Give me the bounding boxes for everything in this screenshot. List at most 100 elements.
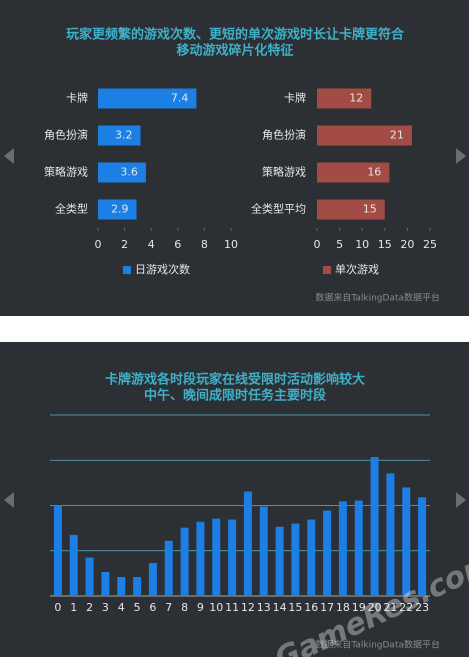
nav-arrow-right[interactable] bbox=[456, 148, 466, 164]
x-tick-label: 11 bbox=[225, 601, 239, 614]
bar bbox=[370, 457, 379, 596]
bar bbox=[323, 510, 332, 596]
chart-title: 中午、晚间成限时任务主要时段 bbox=[144, 388, 326, 404]
bar bbox=[291, 523, 300, 596]
x-tick-label: 17 bbox=[320, 601, 334, 614]
x-tick-label: 16 bbox=[304, 601, 318, 614]
chart-title: 移动游戏碎片化特征 bbox=[176, 43, 293, 59]
y-tick-label: 角色扮演 bbox=[44, 128, 88, 142]
x-tick-label: 8 bbox=[201, 238, 208, 251]
legend-label: 单次游戏 bbox=[335, 262, 379, 276]
nav-arrow-right[interactable] bbox=[456, 492, 466, 508]
y-tick-label: 策略游戏 bbox=[262, 165, 306, 179]
bar bbox=[148, 562, 157, 596]
panel bbox=[0, 0, 469, 316]
bar bbox=[259, 506, 268, 596]
x-tick-label: 13 bbox=[257, 601, 271, 614]
legend-label: 日游戏次数 bbox=[135, 262, 190, 276]
value-label: 12 bbox=[349, 92, 363, 105]
x-tick-label: 19 bbox=[352, 601, 366, 614]
bar bbox=[307, 519, 316, 596]
bar bbox=[418, 497, 427, 596]
x-tick-label: 0 bbox=[54, 601, 61, 614]
x-tick-label: 10 bbox=[224, 238, 238, 251]
x-tick-label: 6 bbox=[149, 601, 156, 614]
x-tick-label: 23 bbox=[415, 601, 429, 614]
x-tick-label: 14 bbox=[273, 601, 287, 614]
bar bbox=[69, 534, 78, 596]
bar bbox=[164, 540, 173, 596]
x-tick-label: 22 bbox=[399, 601, 413, 614]
x-tick-label: 1 bbox=[70, 601, 77, 614]
source-note: 数据来自TalkingData数据平台 bbox=[315, 639, 440, 651]
value-label: 21 bbox=[390, 129, 404, 142]
legend-swatch bbox=[323, 266, 331, 274]
value-label: 3.2 bbox=[115, 129, 133, 142]
bar bbox=[402, 487, 411, 596]
x-tick-label: 4 bbox=[148, 238, 155, 251]
y-tick-label: 全类型平均 bbox=[251, 202, 306, 216]
value-label: 16 bbox=[367, 166, 381, 179]
y-tick-label: 卡牌 bbox=[66, 91, 88, 105]
x-tick-label: 0 bbox=[314, 238, 321, 251]
value-label: 7.4 bbox=[171, 92, 189, 105]
bar bbox=[98, 199, 137, 220]
x-tick-label: 18 bbox=[336, 601, 350, 614]
x-tick-label: 2 bbox=[121, 238, 128, 251]
bar bbox=[98, 88, 197, 109]
bar bbox=[228, 519, 237, 596]
bar bbox=[275, 526, 284, 596]
y-tick-label: 角色扮演 bbox=[262, 128, 306, 142]
x-tick-label: 5 bbox=[336, 238, 343, 251]
x-tick-label: 9 bbox=[197, 601, 204, 614]
x-tick-label: 6 bbox=[174, 238, 181, 251]
nav-arrow-left[interactable] bbox=[4, 148, 14, 164]
x-tick-label: 7 bbox=[165, 601, 172, 614]
bar bbox=[101, 572, 110, 596]
bar bbox=[243, 491, 252, 596]
x-tick-label: 3 bbox=[102, 601, 109, 614]
nav-arrow-left[interactable] bbox=[4, 492, 14, 508]
y-tick-label: 策略游戏 bbox=[44, 165, 88, 179]
bar bbox=[98, 162, 146, 183]
chart-title: 卡牌游戏各时段玩家在线受限时活动影响较大 bbox=[105, 372, 365, 388]
bar bbox=[386, 473, 395, 596]
bar bbox=[180, 527, 189, 596]
chart-title: 玩家更频繁的游戏次数、更短的单次游戏时长让卡牌更符合 bbox=[66, 27, 405, 43]
bar bbox=[317, 88, 372, 109]
bar bbox=[317, 162, 390, 183]
x-tick-label: 10 bbox=[209, 601, 223, 614]
bar bbox=[98, 125, 141, 146]
value-label: 2.9 bbox=[111, 203, 129, 216]
value-label: 15 bbox=[363, 203, 377, 216]
x-tick-label: 15 bbox=[378, 238, 392, 251]
x-tick-label: 20 bbox=[400, 238, 414, 251]
bar bbox=[133, 576, 142, 596]
x-tick-label: 0 bbox=[95, 238, 102, 251]
bar bbox=[338, 501, 347, 596]
y-tick-label: 全类型 bbox=[55, 202, 88, 216]
x-tick-label: 4 bbox=[118, 601, 125, 614]
bar bbox=[317, 199, 385, 220]
bar bbox=[212, 518, 221, 596]
x-tick-label: 8 bbox=[181, 601, 188, 614]
legend-swatch bbox=[123, 266, 131, 274]
x-tick-label: 25 bbox=[423, 238, 437, 251]
value-label: 3.6 bbox=[120, 166, 138, 179]
bar bbox=[317, 125, 412, 146]
y-tick-label: 卡牌 bbox=[284, 91, 306, 105]
x-tick-label: 5 bbox=[134, 601, 141, 614]
bar bbox=[354, 500, 363, 596]
bar bbox=[85, 557, 94, 596]
bar bbox=[53, 505, 62, 596]
x-tick-label: 10 bbox=[355, 238, 369, 251]
x-tick-label: 12 bbox=[241, 601, 255, 614]
x-tick-label: 21 bbox=[383, 601, 397, 614]
source-note: 数据来自TalkingData数据平台 bbox=[315, 292, 440, 304]
x-tick-label: 15 bbox=[288, 601, 302, 614]
x-tick-label: 20 bbox=[368, 601, 382, 614]
x-tick-label: 2 bbox=[86, 601, 93, 614]
bar bbox=[196, 521, 205, 596]
bar bbox=[117, 576, 126, 596]
